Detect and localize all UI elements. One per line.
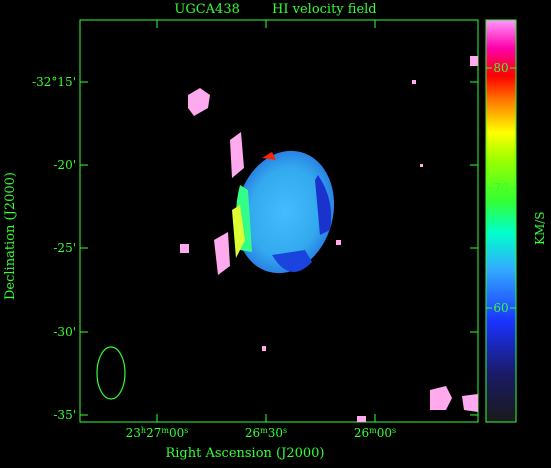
ytick-label: -32°15' (32, 75, 76, 89)
colorbar-tick: 80 (493, 61, 508, 75)
colorbar-label: KM/S (533, 211, 547, 245)
xtick-label: 23h27m00s (126, 426, 189, 440)
y-axis-label: Declination (J2000) (3, 172, 18, 300)
colorbar-gradient (486, 20, 516, 422)
y-ticks (80, 81, 478, 416)
colorbar-tick: 60 (493, 301, 508, 315)
ytick-label: -35' (53, 408, 76, 422)
noise-blobs (180, 56, 478, 422)
x-axis-label: Right Ascension (J2000) (165, 446, 325, 461)
ytick-label: -20' (53, 158, 76, 172)
object-name: UGCA438 (174, 2, 240, 17)
ytick-label: -30' (53, 325, 76, 339)
ytick-label: -25' (53, 241, 76, 255)
x-ticks (156, 20, 376, 422)
beam-ellipse (96, 346, 126, 400)
plot-frame (79, 19, 479, 423)
plot-title: UGCA438 HI velocity field (0, 2, 551, 17)
colorbar-frame (485, 19, 517, 423)
galaxy-emission (214, 132, 335, 275)
colorbar-tick: 70 (493, 181, 508, 195)
xtick-label: 26m30s (245, 426, 287, 440)
plot-subtitle: HI velocity field (272, 2, 377, 17)
xtick-label: 26m00s (354, 426, 396, 440)
